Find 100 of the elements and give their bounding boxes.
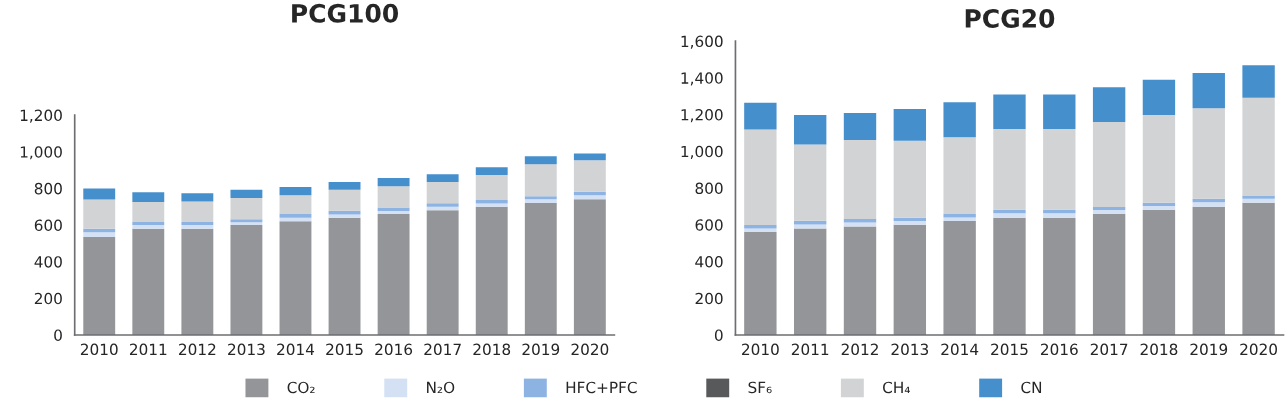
- bar: [573, 195, 606, 200]
- bar: [1142, 206, 1176, 210]
- bar: [279, 221, 312, 335]
- bar: [893, 217, 927, 222]
- bar: [1092, 213, 1126, 335]
- bar: [83, 188, 116, 200]
- bar: [181, 193, 214, 202]
- x-tick-label: 2010: [80, 343, 118, 356]
- bar: [377, 207, 410, 211]
- y-tick-label: 1,600: [681, 35, 723, 49]
- bar: [426, 174, 459, 182]
- bar: [230, 225, 263, 335]
- bar: [83, 199, 116, 229]
- bar: [993, 213, 1026, 218]
- bar: [943, 102, 976, 138]
- bar: [1192, 206, 1225, 335]
- x-tick-label: 2017: [1090, 343, 1128, 356]
- bar: [843, 222, 877, 227]
- bar: [1192, 73, 1225, 109]
- x-tick-label: 2020: [571, 343, 609, 356]
- x-tick-label: 2019: [522, 343, 560, 356]
- bar: [1142, 209, 1176, 335]
- bar: [843, 112, 877, 140]
- y-tick-label: 1,400: [681, 72, 723, 86]
- bar: [524, 164, 557, 197]
- x-tick-label: 2013: [228, 343, 265, 356]
- bar: [426, 210, 459, 335]
- bar: [1242, 195, 1275, 199]
- y-tick-label: 1,200: [681, 109, 723, 123]
- legend-label: CH₄: [883, 381, 910, 394]
- bar: [181, 201, 214, 222]
- bar: [181, 225, 214, 229]
- chart-title: PCG100: [292, 3, 399, 23]
- bar: [1092, 210, 1126, 214]
- bar: [943, 137, 976, 214]
- bar: [744, 232, 777, 335]
- bar: [83, 232, 116, 237]
- x-tick-label: 2018: [1140, 343, 1178, 356]
- x-tick-label: 2019: [1190, 343, 1228, 356]
- bar: [1142, 115, 1176, 203]
- bar: [328, 189, 361, 211]
- bar: [744, 129, 777, 225]
- bar: [377, 214, 410, 335]
- bar: [843, 226, 877, 335]
- bar: [475, 206, 508, 335]
- y-tick-label: 600: [34, 219, 62, 232]
- x-tick-label: 2015: [991, 343, 1028, 356]
- x-tick-label: 2012: [841, 343, 878, 356]
- y-tick-label: 1,200: [20, 109, 62, 123]
- bar: [279, 214, 312, 218]
- bar: [1043, 94, 1076, 129]
- bar: [1142, 79, 1176, 116]
- bar: [426, 203, 459, 207]
- bar: [893, 224, 927, 335]
- x-tick-label: 2011: [791, 343, 829, 356]
- bar: [279, 186, 312, 196]
- y-tick-label: 1,000: [681, 145, 723, 159]
- bar: [524, 203, 557, 335]
- y-tick-label: 200: [34, 292, 62, 305]
- bar: [573, 153, 606, 161]
- x-tick-label: 2014: [277, 343, 315, 356]
- bar: [230, 197, 263, 220]
- x-tick-label: 2016: [1040, 343, 1078, 356]
- bar: [1242, 198, 1275, 203]
- bar: [1242, 65, 1275, 98]
- x-tick-label: 2011: [129, 343, 167, 356]
- bar: [744, 102, 777, 130]
- bar: [1092, 206, 1126, 211]
- y-tick-label: 200: [695, 292, 723, 305]
- bar: [744, 228, 777, 233]
- bar: [132, 192, 165, 203]
- bar: [893, 221, 927, 225]
- bar: [377, 177, 410, 187]
- bar: [993, 94, 1026, 129]
- bar: [573, 199, 606, 335]
- chart-title: PCG20: [965, 9, 1055, 28]
- legend-label: CN: [1021, 381, 1042, 394]
- bar: [843, 139, 877, 219]
- bar: [1242, 97, 1275, 196]
- x-tick-label: 2015: [326, 343, 363, 356]
- bar: [793, 144, 827, 221]
- bar: [893, 140, 927, 218]
- bar: [1192, 198, 1225, 203]
- bar: [328, 217, 361, 335]
- x-tick-label: 2014: [941, 343, 979, 356]
- y-tick-label: 800: [34, 182, 62, 195]
- bar: [793, 224, 827, 229]
- bar: [377, 210, 410, 215]
- bar: [1043, 128, 1076, 210]
- legend-label: CO₂: [287, 381, 315, 394]
- x-tick-label: 2016: [375, 343, 413, 356]
- bar: [475, 175, 508, 201]
- y-tick-label: 600: [695, 219, 723, 231]
- x-tick-label: 2017: [424, 343, 461, 356]
- bar: [132, 202, 165, 222]
- bar: [1092, 87, 1126, 123]
- x-tick-label: 2018: [473, 343, 511, 356]
- bar: [893, 109, 927, 141]
- y-tick-label: 400: [34, 256, 62, 268]
- bar: [230, 189, 263, 198]
